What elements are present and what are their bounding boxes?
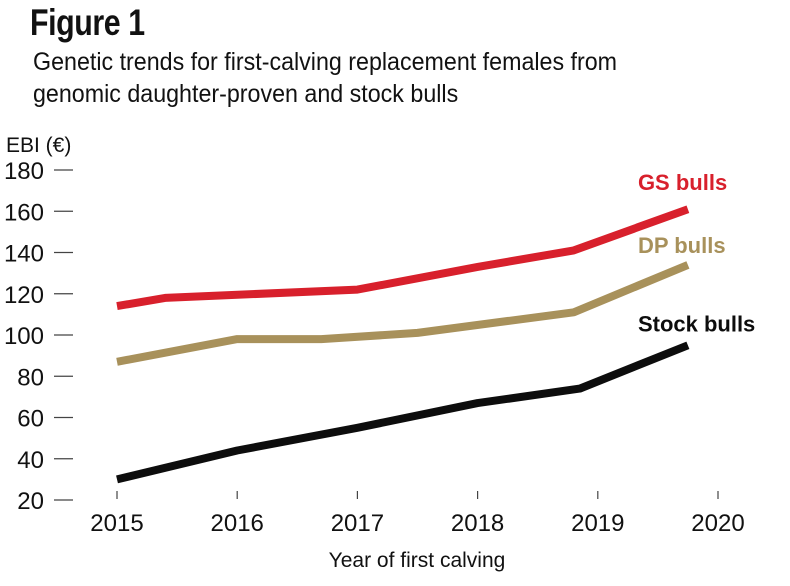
series-line-gs-bulls <box>116 205 690 311</box>
y-tick-label: 80 <box>17 364 44 391</box>
x-tick-label: 2018 <box>451 510 504 537</box>
x-tick-label: 2016 <box>211 510 264 537</box>
figure-subtitle: Genetic trends for first-calving replace… <box>33 46 777 110</box>
series-label: Stock bulls <box>638 311 755 336</box>
x-tick-label: 2015 <box>90 510 143 537</box>
series-label: GS bulls <box>638 170 727 195</box>
y-tick-label: 160 <box>4 199 44 226</box>
y-tick-label: 180 <box>4 158 44 185</box>
x-axis-title: Year of first calving <box>329 549 506 572</box>
x-tick-label: 2017 <box>331 510 384 537</box>
y-tick-label: 40 <box>17 447 44 474</box>
y-tick-label: 120 <box>4 282 44 309</box>
y-tick-label: 100 <box>4 323 44 350</box>
series-line-stock-bulls <box>116 341 690 484</box>
y-tick-label: 140 <box>4 241 44 268</box>
figure-subtitle-line-1: Genetic trends for first-calving replace… <box>33 48 618 76</box>
x-tick-label: 2019 <box>571 510 624 537</box>
figure-subtitle-line-2: genomic daughter-proven and stock bulls <box>33 80 459 108</box>
y-tick-label: 60 <box>17 406 44 433</box>
y-tick-label: 20 <box>17 488 44 515</box>
series-group: GS bulls DP bulls Stock bulls <box>116 170 755 484</box>
x-axis: 2015 2016 2017 2018 2019 2020 <box>90 491 745 537</box>
y-axis: 180 160 140 120 100 80 60 40 20 <box>4 158 73 515</box>
series-label: DP bulls <box>638 233 726 258</box>
x-tick-label: 2020 <box>691 510 744 537</box>
figure-title: Figure 1 <box>30 2 145 43</box>
y-axis-title: EBI (€) <box>6 134 71 157</box>
series-line-dp-bulls <box>116 261 690 366</box>
